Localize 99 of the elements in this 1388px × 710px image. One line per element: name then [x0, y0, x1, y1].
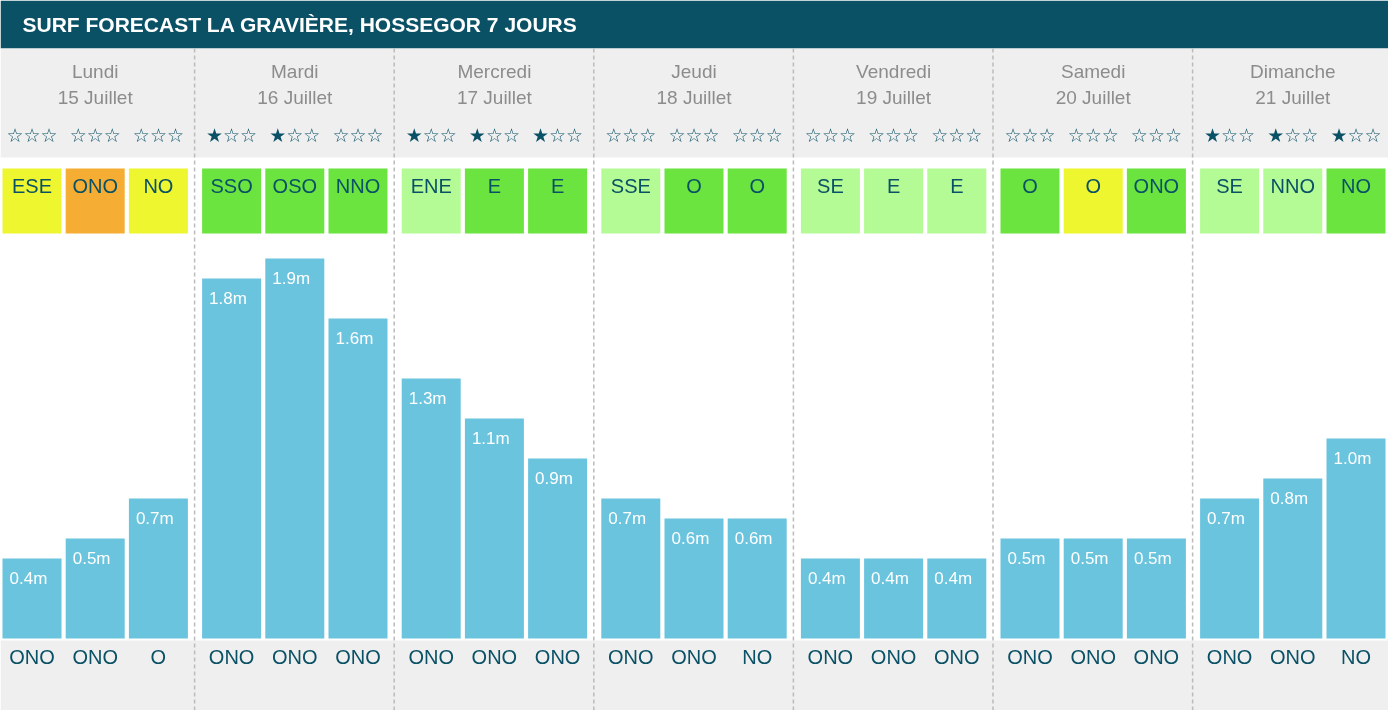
x-tick-label: ONO: [671, 645, 717, 668]
text: 19 Juillet: [856, 87, 932, 108]
data-label: 1.0m: [1333, 449, 1372, 468]
data-label: 0.5m: [1007, 549, 1046, 568]
data-label: 0.5m: [1133, 549, 1172, 568]
x-tick-label: ONO: [272, 645, 318, 668]
data-label: 0.4m: [934, 569, 973, 588]
data-label: 0.6m: [734, 529, 773, 548]
text: E: [950, 174, 964, 197]
x-tick-label: ONO: [934, 645, 980, 668]
data-label: 1.6m: [335, 329, 374, 348]
data-label: 0.5m: [1070, 549, 1109, 568]
text: Jeudi: [671, 61, 717, 82]
text: ★☆☆: [532, 123, 584, 146]
x-tick-label: ONO: [208, 645, 255, 668]
text: 20 Juillet: [1055, 87, 1132, 108]
text: ☆☆☆: [605, 123, 657, 146]
x-tick-label: ONO: [72, 645, 118, 668]
text: Lundi: [71, 61, 119, 82]
x-tick-label: ONO: [335, 645, 381, 668]
text: SSO: [210, 174, 253, 197]
text: ☆☆☆: [804, 123, 856, 146]
text: ESE: [11, 174, 53, 197]
data-label: 0.5m: [72, 549, 111, 568]
x-tick-label: ONO: [1133, 645, 1180, 668]
text: ☆☆☆: [332, 123, 384, 146]
text: Mercredi: [457, 61, 532, 82]
text: ★☆☆: [269, 123, 321, 146]
data-label: 1.3m: [408, 389, 447, 408]
text: O: [1085, 174, 1101, 197]
text: ★☆☆: [468, 123, 520, 146]
x-tick-label: ONO: [471, 645, 518, 668]
x-tick-label: ONO: [608, 645, 654, 668]
text: 18 Juillet: [656, 87, 733, 108]
chart-title: SURF FORECAST LA GRAVIÈRE, HOSSEGOR 7 JOURS: [22, 13, 577, 36]
text: ★☆☆: [1267, 123, 1319, 146]
text: ☆☆☆: [868, 123, 920, 146]
text: O: [686, 174, 702, 197]
text: NO: [143, 174, 174, 197]
text: Vendredi: [856, 61, 932, 82]
x-tick-label: ONO: [534, 645, 581, 668]
text: 16 Juillet: [257, 87, 334, 108]
text: Dimanche: [1250, 61, 1336, 82]
text: ☆☆☆: [6, 123, 58, 146]
text: ☆☆☆: [1067, 123, 1119, 146]
text: Mardi: [271, 61, 319, 82]
x-tick-label: O: [150, 645, 167, 668]
text: SSE: [610, 174, 651, 197]
x-tick-label: ONO: [1206, 645, 1253, 668]
data-label: 0.7m: [608, 509, 647, 528]
data-label: 0.9m: [535, 469, 573, 488]
data-label: 1.8m: [209, 289, 247, 308]
text: ☆☆☆: [731, 123, 783, 146]
data-label: 0.4m: [871, 569, 909, 588]
text: NO: [1341, 174, 1371, 197]
data-label: 0.4m: [9, 569, 48, 588]
x-tick-label: ONO: [408, 645, 454, 668]
text: ★☆☆: [405, 123, 457, 146]
x-tick-label: ONO: [9, 645, 55, 668]
x-tick-label: ONO: [870, 645, 917, 668]
text: ☆☆☆: [1130, 123, 1182, 146]
text: NNO: [1270, 174, 1316, 197]
text: SE: [1216, 174, 1243, 197]
text: 21 Juillet: [1255, 87, 1332, 108]
data-label: 1.1m: [471, 429, 510, 448]
text: ★☆☆: [1204, 123, 1256, 146]
x-tick-label: ONO: [1270, 645, 1316, 668]
x-tick-label: ONO: [807, 645, 854, 668]
text: ★☆☆: [1330, 123, 1382, 146]
data-label: 0.4m: [807, 569, 846, 588]
text: O: [1022, 174, 1038, 197]
x-tick-label: NO: [1341, 645, 1371, 668]
text: ☆☆☆: [69, 123, 121, 146]
text: ☆☆☆: [1004, 123, 1056, 146]
data-label: 0.7m: [1207, 509, 1245, 528]
data-label: 0.8m: [1270, 489, 1309, 508]
text: ☆☆☆: [668, 123, 720, 146]
text: ENE: [410, 174, 452, 197]
text: O: [749, 174, 765, 197]
text: 15 Juillet: [57, 87, 134, 108]
x-tick-label: NO: [742, 645, 773, 668]
text: SE: [817, 174, 844, 197]
text: E: [487, 174, 502, 197]
x-tick-label: ONO: [1070, 645, 1116, 668]
text: OSO: [272, 174, 318, 197]
text: ☆☆☆: [132, 123, 184, 146]
text: ★☆☆: [206, 123, 258, 146]
text: E: [886, 174, 901, 197]
text: E: [550, 174, 565, 197]
text: 17 Juillet: [456, 87, 533, 108]
text: ONO: [72, 174, 118, 197]
text: ☆☆☆: [931, 123, 983, 146]
x-tick-label: ONO: [1007, 645, 1053, 668]
data-label: 0.7m: [135, 509, 174, 528]
text: Samedi: [1060, 61, 1126, 82]
data-label: 1.9m: [272, 269, 311, 288]
text: ONO: [1133, 174, 1180, 197]
data-label: 0.6m: [671, 529, 710, 548]
text: NNO: [335, 174, 381, 197]
